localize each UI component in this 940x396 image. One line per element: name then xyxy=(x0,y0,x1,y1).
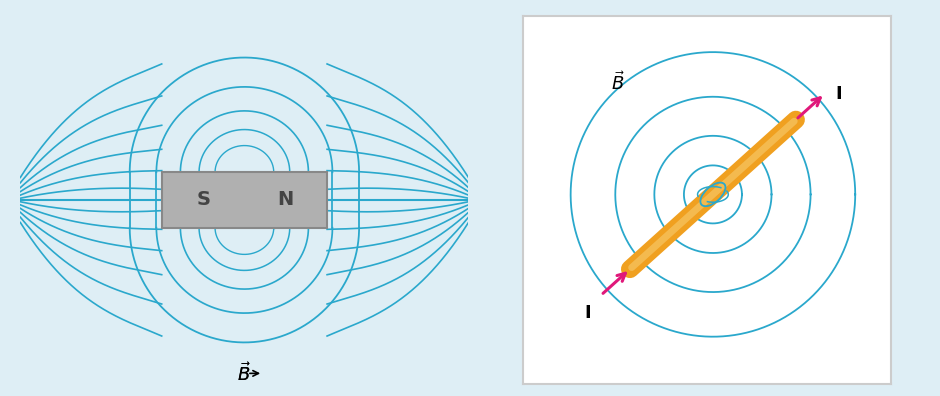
Bar xyxy=(162,172,327,228)
Text: $\vec{B}$: $\vec{B}$ xyxy=(238,362,251,385)
Text: I: I xyxy=(585,304,591,322)
Text: N: N xyxy=(277,190,293,209)
Text: S: S xyxy=(196,190,211,209)
Text: $\vec{B}$: $\vec{B}$ xyxy=(611,71,625,94)
Text: I: I xyxy=(835,85,841,103)
Text: $\vec{B}$: $\vec{B}$ xyxy=(238,362,251,385)
